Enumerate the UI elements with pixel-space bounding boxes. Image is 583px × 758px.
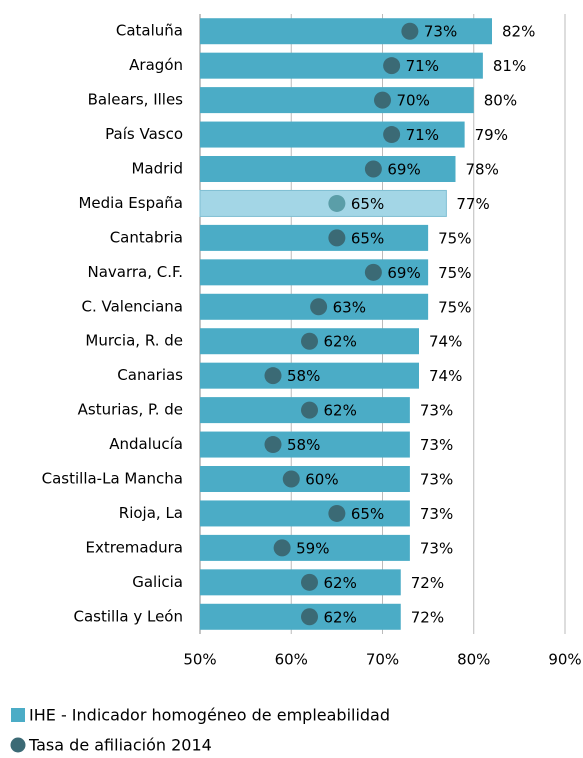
bar-value-label: 81% [493, 57, 526, 75]
dot [264, 367, 282, 385]
bar-value-label: 82% [502, 23, 535, 41]
y-tick-label: Asturias, P. de [78, 401, 183, 419]
dot-value-label: 69% [387, 161, 420, 179]
dot [383, 126, 401, 144]
dot [374, 91, 391, 109]
dot-value-label: 58% [287, 367, 320, 385]
bar-value-label: 73% [420, 402, 453, 420]
dot [310, 298, 328, 316]
y-tick-label: Balears, Illes [88, 91, 184, 109]
y-tick-label: Media España [78, 194, 183, 212]
x-tick-label: 60% [275, 651, 308, 669]
bar [200, 87, 474, 114]
dot-value-label: 71% [406, 126, 439, 144]
dot-value-label: 71% [406, 57, 439, 75]
legend-swatch [10, 737, 26, 753]
bar-value-label: 73% [420, 436, 453, 454]
dot-value-label: 60% [305, 471, 338, 489]
y-tick-label: Aragón [129, 56, 183, 74]
x-tick-label: 80% [457, 651, 490, 669]
bar [200, 121, 465, 148]
bar-value-label: 77% [456, 195, 489, 213]
y-tick-label: C. Valenciana [81, 297, 183, 315]
bar [200, 466, 410, 492]
dot [264, 436, 282, 454]
y-tick-label: Galicia [132, 573, 183, 591]
y-tick-label: Andalucía [109, 435, 183, 453]
bar-value-label: 74% [429, 367, 462, 385]
y-tick-label: Cantabria [110, 228, 183, 246]
dot [301, 608, 318, 626]
x-tick-label: 90% [548, 651, 581, 669]
bar-value-label: 73% [420, 471, 453, 489]
x-tick-label: 70% [366, 651, 399, 669]
dot [364, 160, 382, 178]
dot [301, 332, 318, 350]
dot-value-label: 58% [287, 436, 320, 454]
bar-value-label: 75% [438, 298, 471, 316]
dot [328, 229, 346, 247]
bar [199, 189, 447, 217]
dot-value-label: 62% [324, 574, 357, 592]
bar-value-label: 73% [420, 539, 453, 557]
bar [200, 52, 483, 79]
y-tick-label: Cataluña [116, 22, 183, 40]
dot-value-label: 62% [324, 608, 357, 626]
bar [200, 259, 429, 286]
dot [301, 573, 318, 591]
bar [200, 603, 401, 630]
legend-swatch [11, 708, 25, 722]
dot [364, 263, 382, 281]
dot-value-label: 65% [351, 229, 384, 247]
legend-label: IHE - Indicador homogéneo de empleabilid… [29, 706, 390, 725]
bar-value-label: 78% [466, 161, 499, 179]
bar-value-label: 73% [420, 505, 453, 523]
dot [282, 470, 300, 488]
dot-value-label: 69% [387, 264, 420, 282]
dot-value-label: 62% [324, 333, 357, 351]
y-tick-label: Murcia, R. de [85, 332, 183, 350]
dot [328, 504, 346, 522]
bar [200, 18, 492, 45]
y-tick-label: Extremadura [86, 538, 184, 556]
bar [200, 224, 429, 251]
dot-value-label: 65% [351, 505, 384, 523]
dot-value-label: 65% [351, 195, 384, 213]
y-tick-label: Rioja, La [119, 504, 183, 522]
bar-value-label: 74% [429, 333, 462, 351]
dot-value-label: 70% [397, 92, 430, 110]
x-tick-label: 50% [183, 651, 216, 669]
y-tick-label: Navarra, C.F. [87, 263, 183, 281]
bar [200, 362, 419, 389]
y-tick-label: Canarias [117, 366, 183, 384]
dot [273, 539, 291, 557]
bar-value-label: 79% [475, 126, 508, 144]
dot-value-label: 59% [296, 539, 329, 557]
dot-value-label: 73% [424, 23, 457, 41]
bar-value-label: 75% [438, 229, 471, 247]
dot [383, 57, 401, 75]
legend-label: Tasa de afiliación 2014 [28, 736, 212, 755]
bar [200, 156, 456, 182]
bar [200, 500, 410, 527]
bar-value-label: 72% [411, 608, 444, 626]
dot-value-label: 63% [333, 298, 366, 316]
bar-value-label: 72% [411, 574, 444, 592]
dot [401, 22, 419, 40]
y-tick-label: Castilla y León [74, 607, 183, 625]
dot [301, 401, 318, 419]
dot-value-label: 62% [324, 402, 357, 420]
dot [328, 194, 346, 212]
bar-value-label: 75% [438, 264, 471, 282]
bar [200, 569, 401, 596]
bar [200, 431, 410, 458]
bar-value-label: 80% [484, 92, 517, 110]
y-tick-label: Castilla-La Mancha [42, 470, 183, 488]
y-tick-label: Madrid [131, 160, 183, 178]
y-tick-label: País Vasco [105, 125, 183, 143]
bar [200, 534, 410, 561]
